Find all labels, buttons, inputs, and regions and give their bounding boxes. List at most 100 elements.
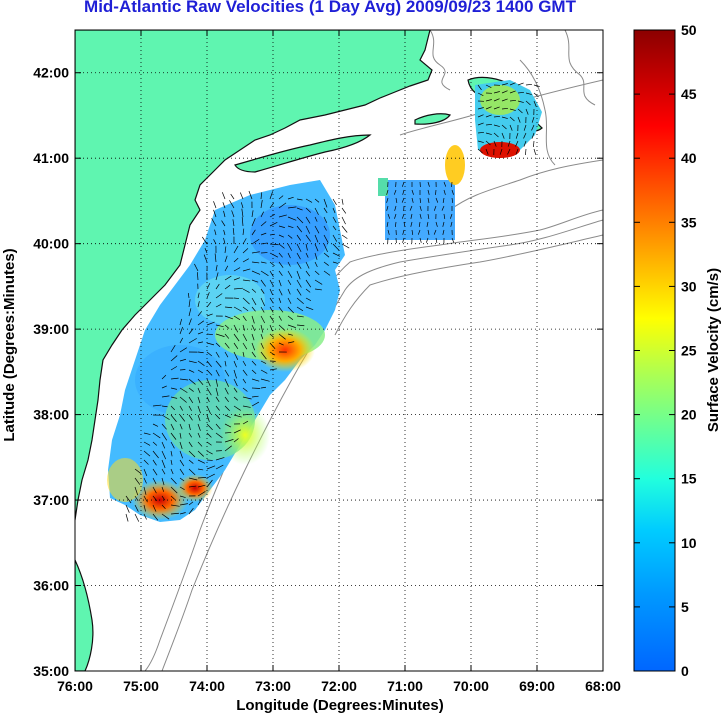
- velocity-vector: [501, 83, 508, 86]
- velocity-vector: [251, 315, 255, 324]
- velocity-vector: [188, 459, 194, 464]
- velocity-vector: [224, 275, 232, 281]
- velocity-vector: [143, 459, 149, 465]
- velocity-vector: [485, 84, 492, 89]
- velocity-vector: [224, 414, 231, 418]
- velocity-vector: [251, 251, 260, 254]
- velocity-vector: [179, 318, 183, 326]
- velocity-vector: [287, 243, 293, 251]
- velocity-vector: [233, 267, 241, 272]
- velocity-vector: [287, 333, 293, 336]
- velocity-vector: [296, 207, 303, 211]
- velocity-vector: [251, 333, 255, 341]
- x-tick-label: 76:00: [57, 678, 93, 694]
- velocity-vector: [242, 333, 248, 342]
- velocity-vector: [187, 292, 190, 299]
- colorbar-tick-label: 50: [681, 22, 697, 38]
- velocity-vector: [501, 90, 508, 94]
- map-title: Mid-Atlantic Raw Velocities (1 Day Avg) …: [84, 0, 576, 16]
- velocity-vector: [213, 239, 217, 245]
- velocity-vector: [215, 405, 220, 411]
- velocity-vector: [332, 234, 338, 242]
- velocity-vector: [134, 468, 142, 474]
- velocity-vector: [143, 486, 147, 495]
- velocity-vector: [242, 315, 247, 322]
- velocity-vector: [223, 210, 226, 218]
- velocity-vector: [485, 114, 492, 118]
- colorbar-tick-label: 15: [681, 471, 697, 487]
- velocity-vector: [323, 225, 327, 231]
- x-tick-label: 70:00: [453, 678, 489, 694]
- velocity-vector: [296, 315, 304, 318]
- velocity-vector: [152, 450, 159, 459]
- velocity-vector: [269, 233, 275, 236]
- velocity-vector: [179, 441, 183, 449]
- velocity-vector: [215, 414, 221, 420]
- velocity-vector: [525, 92, 532, 95]
- velocity-vector: [242, 248, 249, 254]
- velocity-vector: [251, 270, 261, 275]
- colorbar-tick-label: 20: [681, 407, 697, 423]
- velocity-vector: [411, 197, 414, 203]
- velocity-vector: [197, 450, 204, 457]
- velocity-vector: [170, 512, 179, 515]
- velocity-vector: [314, 198, 320, 203]
- colorbar-tick-label: 0: [681, 663, 689, 679]
- velocity-vector: [161, 477, 165, 486]
- velocity-vector: [287, 279, 292, 285]
- velocity-vector: [525, 148, 527, 156]
- velocity-vector: [215, 283, 220, 290]
- velocity-vector: [188, 328, 194, 335]
- velocity-vector: [224, 351, 229, 358]
- velocity-vector: [197, 414, 201, 422]
- velocity-vector: [161, 513, 170, 520]
- velocity-vector: [451, 189, 454, 195]
- velocity-vector: [197, 497, 203, 506]
- velocity-vector: [206, 283, 211, 290]
- velocity-vector: [296, 297, 304, 304]
- velocity-vector: [188, 485, 197, 488]
- x-tick-label: 73:00: [255, 678, 291, 694]
- x-tick-label: 71:00: [387, 678, 423, 694]
- velocity-vector: [233, 378, 238, 387]
- velocity-vector: [269, 342, 276, 349]
- velocity-vector: [242, 228, 245, 236]
- velocity-vector: [332, 252, 341, 257]
- velocity-vector: [507, 148, 511, 155]
- velocity-vector: [233, 315, 241, 321]
- velocity-vector: [242, 297, 250, 305]
- velocity-vector: [269, 252, 279, 258]
- velocity-vector: [143, 513, 147, 520]
- velocity-vector: [523, 140, 527, 147]
- velocity-vector: [435, 189, 437, 196]
- velocity-vector: [517, 108, 523, 114]
- velocity-vector: [197, 341, 204, 344]
- velocity-vector: [523, 124, 527, 131]
- velocity-vector: [501, 132, 505, 139]
- velocity-vector: [242, 306, 249, 312]
- velocity-vector: [197, 405, 201, 414]
- velocity-vector: [188, 338, 197, 344]
- velocity-vector: [278, 288, 283, 296]
- velocity-vector: [242, 413, 251, 416]
- velocity-vector: [269, 222, 278, 227]
- velocity-vector: [296, 198, 303, 201]
- colorbar-tick-label: 45: [681, 86, 697, 102]
- velocity-vector: [188, 360, 197, 364]
- velocity-vector: [314, 225, 320, 234]
- velocity-vector: [170, 405, 175, 411]
- velocity-vector: [224, 324, 230, 329]
- velocity-vector: [242, 258, 249, 263]
- velocity-vector: [493, 132, 499, 138]
- velocity-vector: [242, 279, 251, 282]
- velocity-vector: [341, 216, 346, 225]
- velocity-vector: [233, 287, 243, 290]
- velocity-vector: [386, 197, 389, 203]
- velocity-vector: [287, 306, 294, 314]
- velocity-vector: [179, 503, 188, 506]
- velocity-vector: [269, 191, 274, 200]
- map-plot-area: [75, 30, 603, 671]
- velocity-vector: [509, 82, 516, 86]
- velocity-vector: [251, 261, 260, 264]
- velocity-vector: [314, 216, 318, 222]
